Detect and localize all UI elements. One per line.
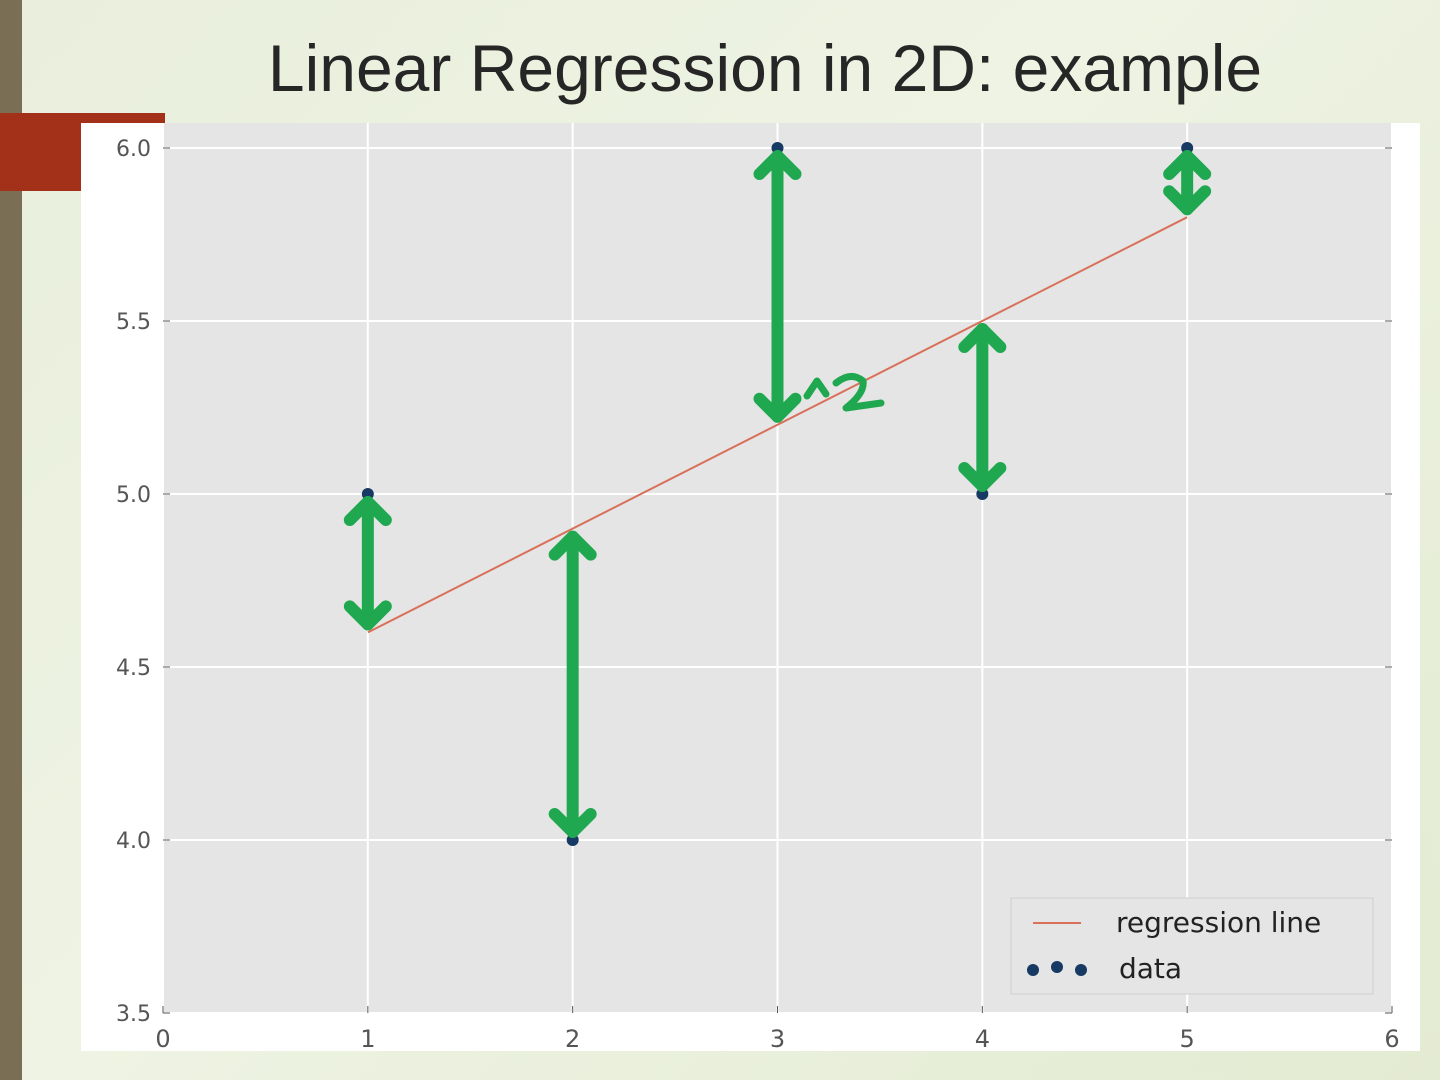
residual-arrow-head-bottom xyxy=(958,462,1007,492)
legend-dot xyxy=(1051,961,1063,973)
residual-arrow xyxy=(958,323,1007,492)
y-tick-label: 5.0 xyxy=(116,483,151,508)
residual-arrow-head-top xyxy=(1163,150,1212,180)
residual-arrow-head-top xyxy=(548,530,597,561)
y-tick-label: 4.0 xyxy=(116,829,151,854)
y-tick-label: 4.5 xyxy=(116,656,151,681)
residual-arrow-head-top xyxy=(958,323,1007,353)
x-tick-label: 2 xyxy=(565,1025,580,1051)
residual-arrow-head-bottom xyxy=(1163,185,1212,216)
y-tick-label: 5.5 xyxy=(116,310,151,335)
legend-dot xyxy=(1027,964,1039,976)
regression-line-layer xyxy=(367,216,1188,634)
chart-legend: regression line data xyxy=(1010,897,1374,995)
residual-arrow xyxy=(753,150,802,423)
x-tick-label: 4 xyxy=(975,1025,990,1051)
residual-arrow-head-bottom xyxy=(343,600,392,631)
legend-label-regression: regression line xyxy=(1116,906,1321,939)
legend-label-data: data xyxy=(1119,952,1182,985)
handwritten-note-layer xyxy=(803,373,885,412)
x-tick-label: 6 xyxy=(1384,1025,1399,1051)
residual-arrow-head-top xyxy=(753,150,802,180)
regression-line xyxy=(367,216,1188,634)
x-tick-label: 3 xyxy=(770,1025,785,1051)
residual-arrow xyxy=(548,530,597,838)
y-tick-label: 6.0 xyxy=(116,137,151,162)
residual-arrow xyxy=(343,496,392,631)
residual-arrow xyxy=(1163,150,1212,216)
residual-arrows-layer xyxy=(343,150,1212,838)
y-tick-label: 3.5 xyxy=(116,1002,151,1027)
x-tick-label: 5 xyxy=(1180,1025,1195,1051)
x-tick-label: 1 xyxy=(360,1025,375,1051)
slide-title: Linear Regression in 2D: example xyxy=(267,31,1263,105)
residual-arrow-head-bottom xyxy=(548,808,597,838)
residual-arrow-head-top xyxy=(343,496,392,526)
slide-left-bar xyxy=(0,0,22,1080)
x-tick-label: 0 xyxy=(155,1025,170,1051)
residual-arrow-head-bottom xyxy=(753,392,802,423)
handwritten-caret-mark xyxy=(803,377,830,400)
legend-box xyxy=(1010,897,1374,995)
legend-dot xyxy=(1075,964,1087,976)
legend-dots-swatch xyxy=(1027,961,1087,976)
handwritten-two-mark xyxy=(832,373,885,412)
